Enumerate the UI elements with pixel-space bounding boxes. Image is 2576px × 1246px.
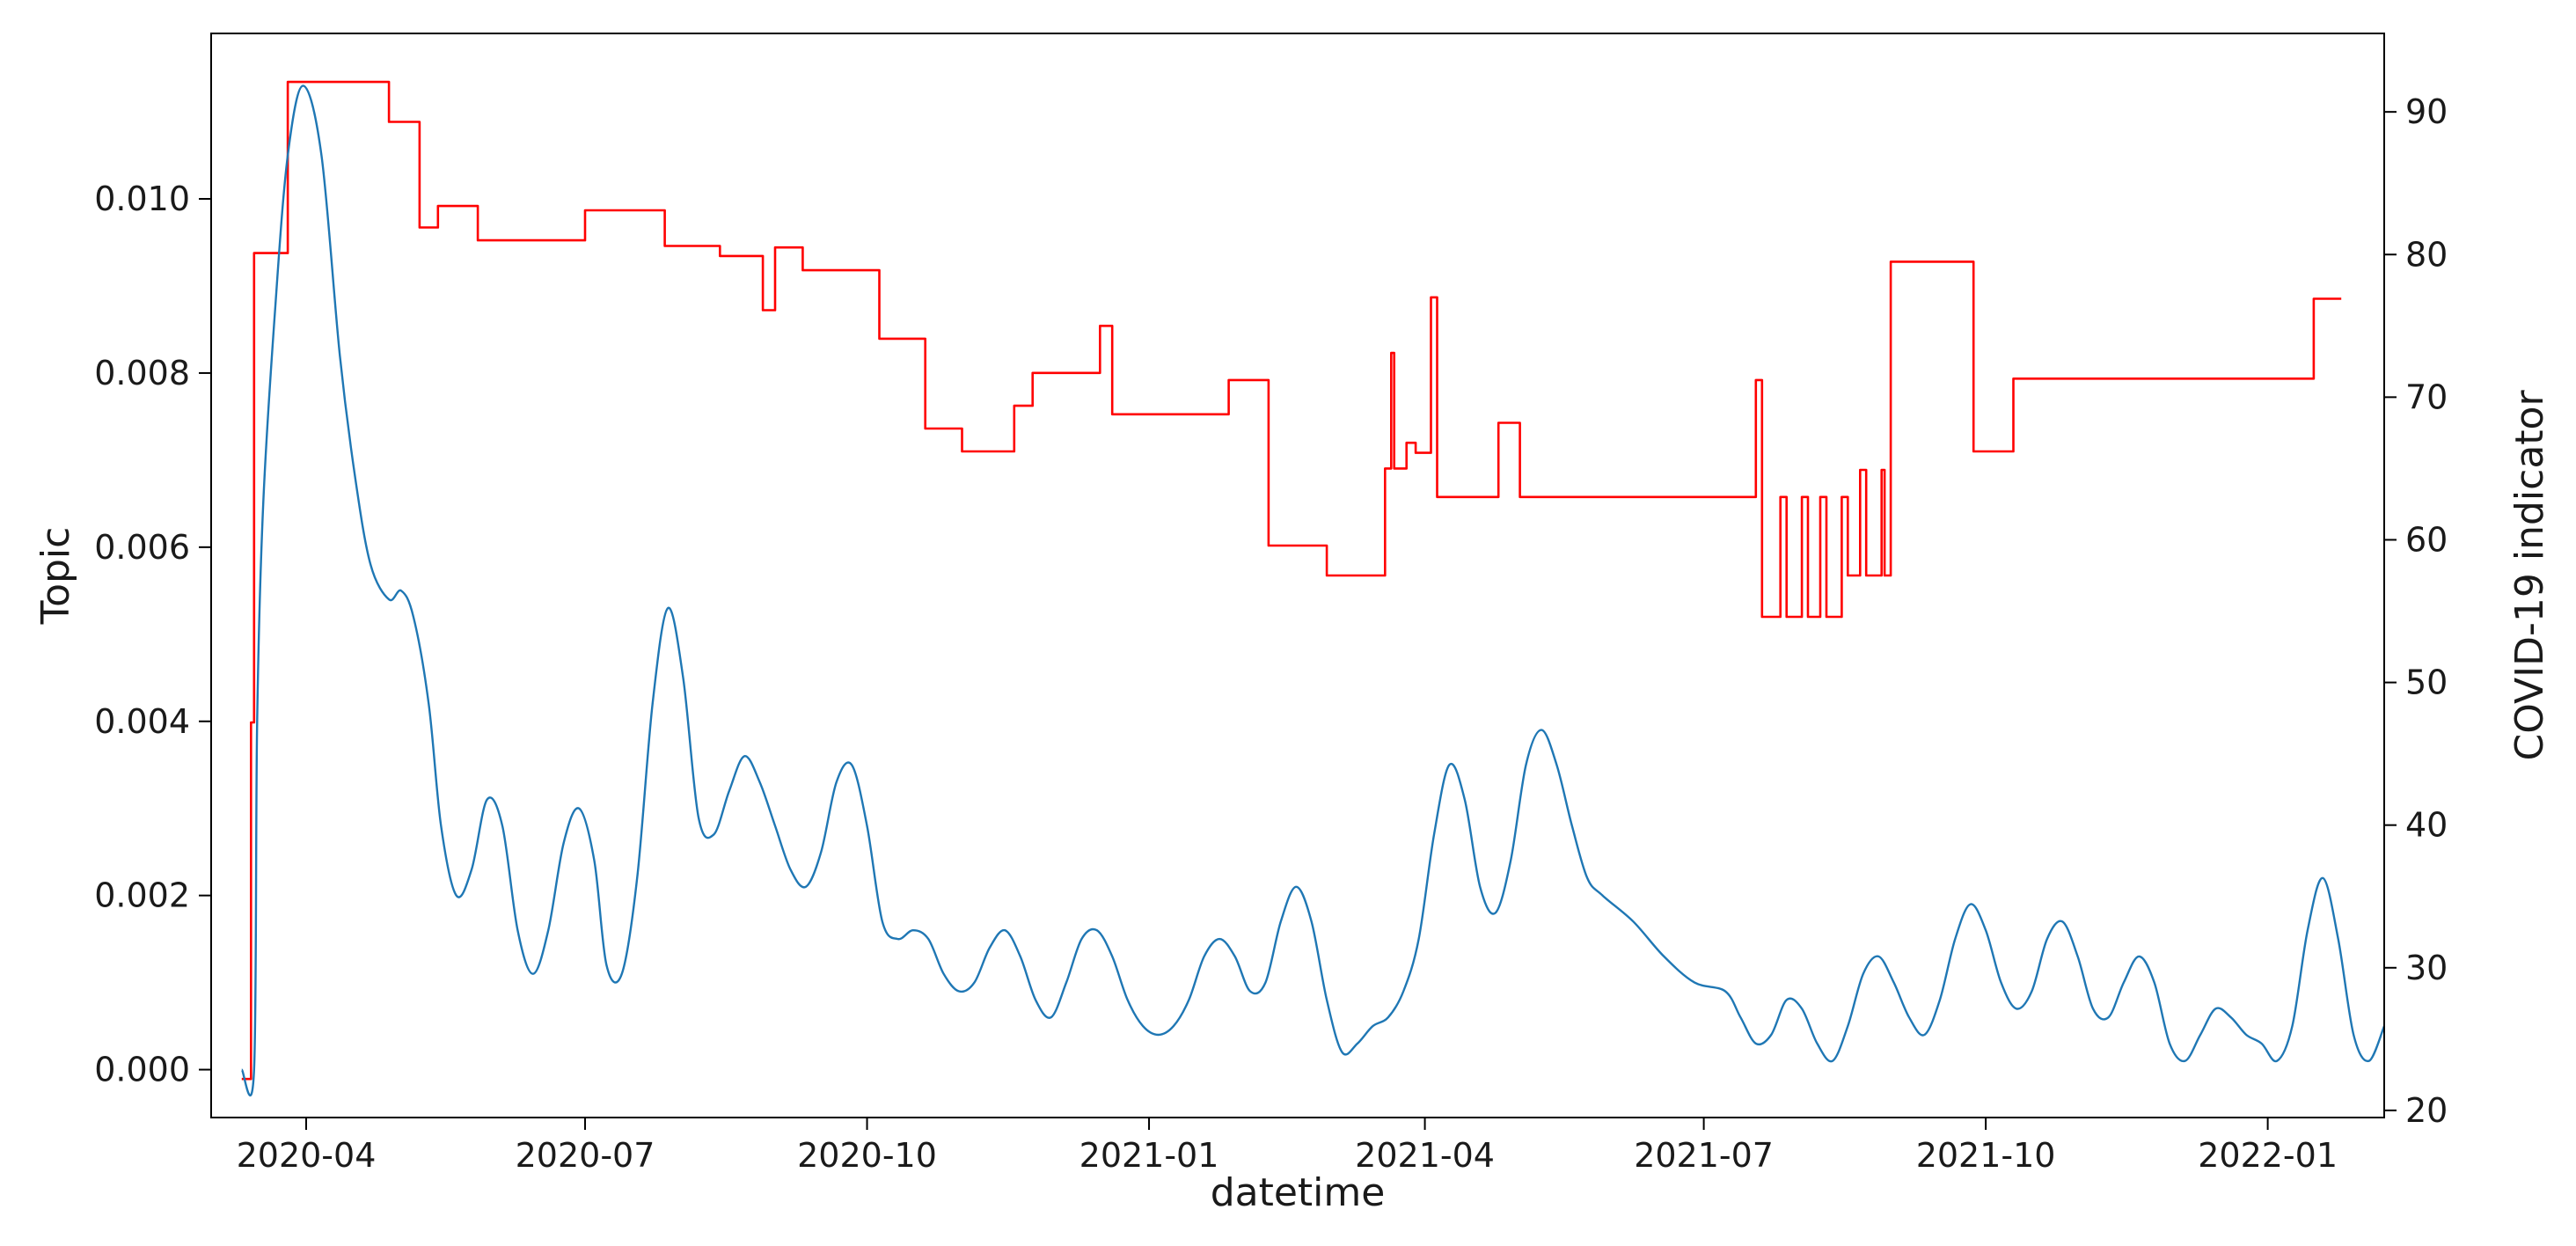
topic-series-line (240, 84, 2386, 1097)
left-y-axis: 0.000 0.002 0.004 0.006 0.008 0.010 (94, 180, 211, 1089)
x-tick-label: 2020-10 (797, 1136, 937, 1175)
left-y-tick-label: 0.004 (94, 702, 190, 741)
right-y-tick-label: 30 (2405, 949, 2448, 987)
left-y-tick-label: 0.010 (94, 180, 190, 218)
right-y-tick-label: 90 (2405, 92, 2448, 131)
right-y-tick-label: 20 (2405, 1091, 2448, 1130)
right-y-axis: 20 30 40 50 60 70 80 90 (2384, 92, 2448, 1130)
plot-area (240, 80, 2386, 1097)
x-tick-label: 2021-10 (1916, 1136, 2056, 1175)
left-y-tick-label: 0.006 (94, 528, 190, 567)
x-axis: 2020-04 2020-07 2020-10 2021-01 2021-04 2021-… (237, 1118, 2338, 1175)
right-y-tick-label: 80 (2405, 235, 2448, 274)
x-tick-label: 2021-07 (1634, 1136, 1774, 1175)
plot-frame (210, 33, 2385, 1118)
x-tick-label: 2022-01 (2198, 1136, 2338, 1175)
covid-indicator-series-line (241, 80, 2342, 1081)
right-y-tick-label: 70 (2405, 377, 2448, 416)
left-y-tick-label: 0.008 (94, 354, 190, 392)
x-tick-label: 2020-04 (237, 1136, 377, 1175)
x-axis-label: datetime (1211, 1170, 1386, 1215)
x-tick-label: 2020-07 (516, 1136, 655, 1175)
left-y-axis-label: Topic (33, 527, 78, 626)
right-y-axis-label: COVID-19 indicator (2507, 390, 2552, 761)
x-tick-label: 2021-01 (1079, 1136, 1219, 1175)
right-y-tick-label: 50 (2405, 663, 2448, 702)
left-y-tick-label: 0.000 (94, 1051, 190, 1089)
x-tick-label: 2021-04 (1355, 1136, 1495, 1175)
right-y-tick-label: 60 (2405, 520, 2448, 559)
left-y-tick-label: 0.002 (94, 876, 190, 915)
right-y-tick-label: 40 (2405, 806, 2448, 845)
